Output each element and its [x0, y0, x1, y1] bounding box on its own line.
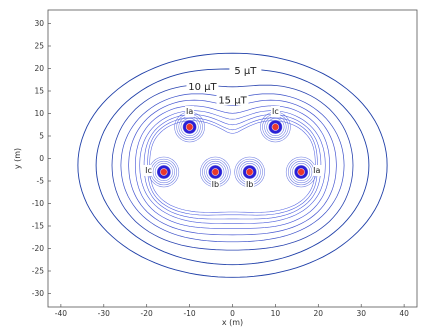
conductor-label-bg [313, 165, 323, 176]
conductors [148, 111, 317, 188]
contour-label-bg [216, 94, 249, 106]
conductor-core [185, 123, 194, 131]
conductor-contour [294, 165, 309, 179]
plot-frame [47, 9, 418, 308]
conductor-label: Ia [313, 166, 320, 175]
conductor-contour [154, 163, 173, 181]
x-axis-ticks: -40 -30 -20 -10 0 10 20 30 40 [55, 304, 409, 318]
x-tick-label: -10 [183, 309, 195, 318]
conductor [234, 156, 265, 188]
conductor-label: Ib [212, 180, 219, 189]
x-tick-label: 10 [271, 309, 281, 318]
contour-label: 15 µT [218, 95, 247, 106]
conductor-contour [208, 165, 223, 179]
contour-label: 5 µT [234, 66, 257, 77]
conductor-contour [266, 118, 285, 136]
y-tick-label: 30 [34, 19, 44, 28]
conductor-label: Ia [186, 107, 193, 116]
x-tick-label: 20 [314, 309, 324, 318]
conductor-label-bg [142, 165, 152, 176]
y-axis-label: y (m) [13, 148, 22, 169]
contour-line [139, 110, 326, 224]
conductor [148, 156, 180, 188]
y-tick-label: -20 [32, 244, 44, 253]
conductor-label-bg [270, 106, 280, 117]
contour-line [120, 93, 345, 243]
conductor-label: Ic [145, 166, 152, 175]
contour-line [128, 99, 337, 236]
conductor-contour [268, 120, 283, 134]
conductor-label: Ib [246, 180, 253, 189]
contour-label: 10 µT [188, 82, 217, 93]
y-tick-label: 15 [34, 87, 44, 96]
x-tick-label: 30 [356, 309, 366, 318]
x-tick-label: -30 [98, 309, 110, 318]
conductor-core [297, 168, 305, 176]
contour-line [134, 105, 331, 229]
y-axis-ticks: -30 -25 -20 -15 -10 -5 0 5 10 15 20 25 30 [32, 19, 51, 298]
conductor-labels: Ia Ic Ic Ib Ib Ia [142, 106, 323, 190]
x-axis-label: x (m) [222, 318, 243, 327]
y-tick-label: -5 [37, 177, 45, 186]
y-tick-label: 0 [39, 154, 44, 163]
x-tick-label: 40 [399, 309, 409, 318]
y-tick-label: -10 [32, 199, 44, 208]
x-tick-label: -20 [141, 309, 153, 318]
conductor-label: Ic [272, 107, 279, 116]
conductor-contour [152, 160, 175, 184]
conductor-core [211, 168, 220, 176]
y-tick-label: -15 [32, 222, 44, 231]
conductor-contour [242, 165, 257, 179]
conductor-contour [156, 165, 171, 179]
y-tick-label: 20 [34, 64, 44, 73]
y-tick-label: 10 [34, 109, 44, 118]
contour-line [95, 68, 370, 266]
contour-line [111, 84, 354, 251]
conductor-contour [290, 160, 313, 184]
conductor-contour [292, 163, 311, 181]
conductor-contour [182, 120, 197, 134]
conductor-label-bg [245, 179, 255, 190]
x-tick-label: -40 [55, 309, 67, 318]
y-tick-label: -25 [32, 267, 44, 276]
y-tick-label: 5 [39, 132, 44, 141]
contour-line [149, 120, 316, 213]
conductor-label-bg [185, 106, 195, 117]
conductor [285, 156, 317, 188]
y-tick-label: 25 [34, 42, 44, 51]
conductor-core [271, 123, 280, 131]
conductor-core [245, 168, 254, 176]
contour-label-bg [186, 80, 219, 92]
conductor-contour [180, 118, 199, 136]
conductor-label-bg [210, 179, 220, 190]
contour-lines [77, 52, 388, 278]
contour-line [77, 52, 388, 278]
x-tick-label: 0 [230, 309, 235, 318]
contour-label-bg [229, 65, 262, 76]
conductor-core [160, 168, 168, 176]
y-tick-label: -30 [32, 289, 44, 298]
